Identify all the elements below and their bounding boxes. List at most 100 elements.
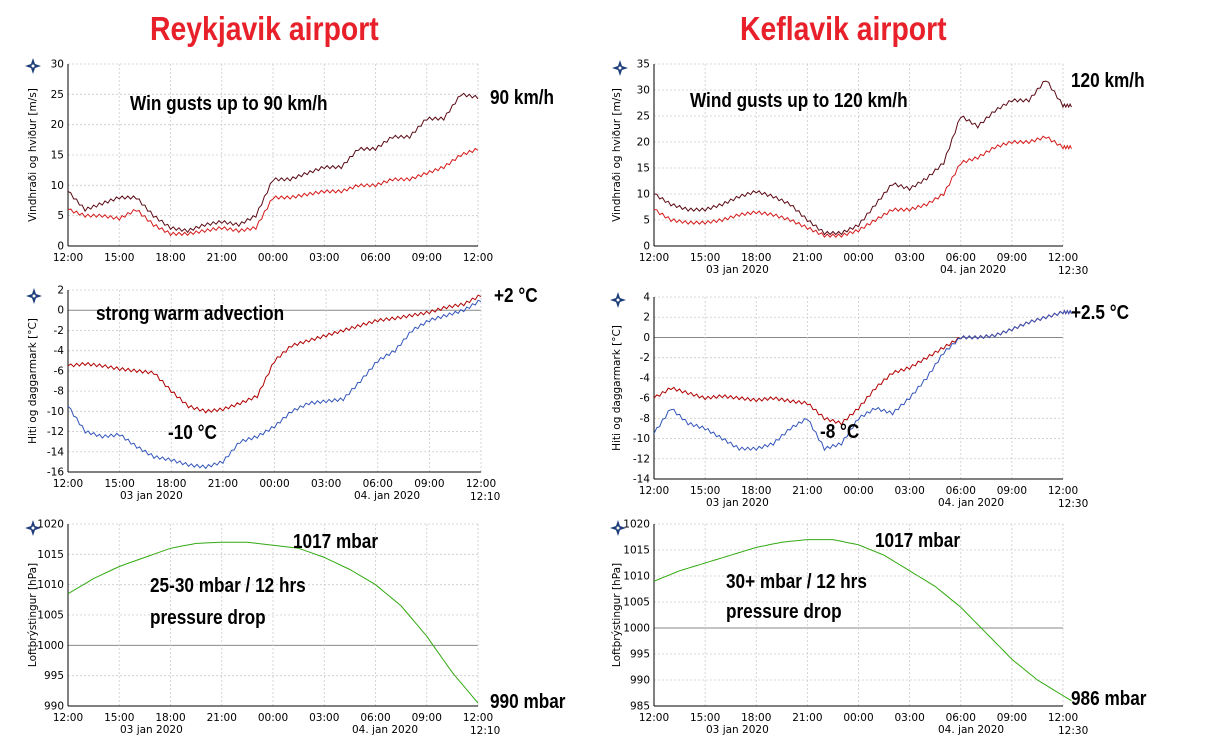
- x-tick-label: 21:00: [208, 478, 238, 490]
- y-tick-label: 1015: [623, 545, 650, 557]
- x-tick-label: 03:00: [894, 252, 924, 264]
- series-line-loft-r-stingur: [67, 541, 479, 704]
- annotation-text: Win gusts up to 90 km/h: [130, 92, 328, 115]
- x-tick-label: 00:00: [843, 252, 873, 264]
- chart-kef-wind: 0 5 10 15 20 25 30 35 12:00 15:00 18:00 21:00 00:00 0…: [611, 59, 1145, 278]
- x-tick-label: 18:00: [741, 485, 771, 497]
- x-tick-label: 12:00: [463, 712, 493, 724]
- y-tick-label: 1020: [623, 519, 650, 531]
- series-line-daggarmark: [653, 309, 1072, 452]
- y-tick-label: 1000: [37, 640, 64, 652]
- vedur-star-icon: [610, 520, 626, 536]
- y-tick-label: -2: [640, 352, 650, 364]
- y-tick-label: -10: [47, 406, 64, 418]
- x-tick-label: 18:00: [156, 478, 186, 490]
- x-tick-label: 15:00: [690, 712, 720, 724]
- x-tick-label: 21:00: [792, 712, 822, 724]
- x-tick-label: 09:00: [412, 712, 442, 724]
- side-value-label: 986 mbar: [1071, 687, 1146, 710]
- x-tick-label: 18:00: [741, 712, 771, 724]
- x-tick-label: 12:00: [1048, 485, 1078, 497]
- x-tick-label: 12:00: [466, 478, 496, 490]
- y-tick-label: 995: [630, 649, 650, 661]
- y-axis-title: Vindhraði og hviður [m/s]: [27, 88, 39, 222]
- vedur-star-icon: [26, 288, 42, 304]
- x-tick-label: 12:00: [53, 712, 83, 724]
- y-tick-label: 995: [44, 670, 64, 682]
- end-time-label: 12:30: [1058, 725, 1088, 737]
- x-tick-label: 09:00: [412, 252, 442, 264]
- y-tick-label: 20: [51, 119, 64, 131]
- side-value-label: +2 °C: [494, 284, 538, 307]
- annotation-text: pressure drop: [726, 600, 842, 623]
- y-tick-label: 1020: [37, 519, 64, 531]
- star-center: [31, 526, 35, 530]
- x-tick-label: 15:00: [690, 485, 720, 497]
- chart-rvk-temp: -16 -14 -12 -10 -8 -6 -4 -2 0 2 12:00 15:00 18:00 21:…: [27, 284, 538, 503]
- y-tick-label: 10: [637, 189, 650, 201]
- end-time-label: 12:10: [470, 491, 500, 503]
- x-tick-label: 03:00: [311, 478, 341, 490]
- y-axis-title: Hiti og daggarmark [°C]: [27, 318, 39, 444]
- y-tick-label: -12: [47, 426, 64, 438]
- y-tick-label: -2: [54, 325, 64, 337]
- y-tick-label: 5: [57, 210, 64, 222]
- y-tick-label: 985: [630, 701, 650, 713]
- vedur-star-icon: [25, 520, 41, 536]
- vedur-star-icon: [25, 58, 41, 74]
- x-tick-label: 15:00: [104, 712, 134, 724]
- date-label: 04. jan 2020: [354, 490, 420, 502]
- side-value-label: 90 km/h: [490, 86, 554, 109]
- series-line-loft-r-stingur: [653, 539, 1072, 702]
- y-tick-label: 15: [637, 163, 650, 175]
- end-time-label: 12:30: [1058, 265, 1088, 277]
- date-label: 04. jan 2020: [938, 497, 1004, 509]
- y-axis-title: Loftþrýstingur [hPa]: [27, 563, 39, 667]
- end-time-label: 12:10: [470, 725, 500, 737]
- star-center: [616, 298, 620, 302]
- y-tick-label: 20: [637, 137, 650, 149]
- y-tick-label: 1005: [623, 597, 650, 609]
- date-label: 03 jan 2020: [120, 724, 183, 736]
- chart-kef-press: 985 990 995 1000 1005 1010 1015 1020 12:00 15:00 1…: [611, 519, 1146, 738]
- y-tick-label: -14: [633, 474, 650, 486]
- y-tick-label: -8: [54, 386, 64, 398]
- x-tick-label: 12:00: [1048, 712, 1078, 724]
- y-tick-label: 1015: [37, 549, 64, 561]
- x-tick-label: 03:00: [309, 712, 339, 724]
- y-tick-label: 0: [643, 241, 650, 253]
- x-tick-label: 00:00: [258, 252, 288, 264]
- annotation-text: 30+ mbar / 12 hrs: [726, 570, 867, 593]
- y-tick-label: 4: [643, 292, 650, 304]
- peak-label: 1017 mbar: [875, 529, 960, 552]
- series-line-wind: [67, 147, 479, 237]
- y-tick-label: 990: [44, 701, 64, 713]
- y-axis-title: Hiti og daggarmark [°C]: [611, 325, 623, 451]
- x-tick-label: 00:00: [258, 712, 288, 724]
- date-label: 03 jan 2020: [706, 724, 769, 736]
- y-tick-label: 35: [637, 59, 650, 71]
- x-tick-label: 06:00: [360, 712, 390, 724]
- x-tick-label: 00:00: [843, 712, 873, 724]
- series-line-hiti: [67, 294, 482, 414]
- y-tick-label: -10: [633, 433, 650, 445]
- y-tick-label: 2: [643, 312, 650, 324]
- date-label: 04. jan 2020: [352, 724, 418, 736]
- date-label: 03 jan 2020: [706, 497, 769, 509]
- star-center: [618, 66, 622, 70]
- annotation-text: pressure drop: [150, 606, 266, 629]
- x-tick-label: 21:00: [207, 712, 237, 724]
- x-tick-label: 12:00: [1048, 252, 1078, 264]
- series-line-daggarmark: [67, 299, 482, 470]
- y-axis-title: Vindhraði og hviður [m/s]: [611, 88, 623, 222]
- y-axis-title: Loftþrýstingur [hPa]: [611, 563, 623, 667]
- x-tick-label: 18:00: [155, 712, 185, 724]
- y-tick-label: -6: [54, 365, 65, 377]
- x-tick-label: 06:00: [360, 252, 390, 264]
- x-tick-label: 21:00: [792, 485, 822, 497]
- annotation-text: -8 °C: [820, 420, 859, 443]
- date-label: 03 jan 2020: [120, 490, 183, 502]
- side-value-label: 990 mbar: [490, 690, 565, 713]
- vedur-star-icon: [610, 292, 626, 308]
- y-tick-label: 1005: [37, 610, 64, 622]
